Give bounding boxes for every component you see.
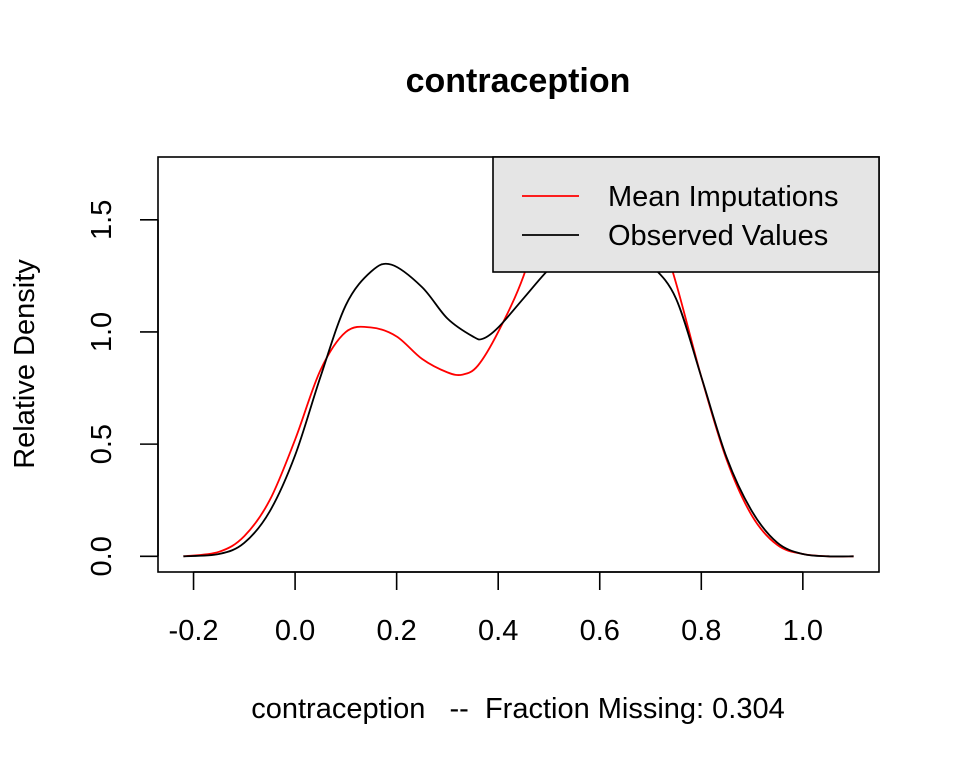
- y-tick-label: 0.5: [86, 424, 118, 464]
- x-tick-label: 0.0: [275, 615, 315, 647]
- y-axis-label: Relative Density: [9, 259, 41, 469]
- x-tick-label: 0.2: [376, 615, 416, 647]
- y-tick-label: 1.0: [86, 312, 118, 352]
- legend-label: Observed Values: [608, 220, 828, 252]
- y-tick-label: 0.0: [86, 536, 118, 576]
- x-tick-label: -0.2: [169, 615, 219, 647]
- series-layer: [183, 157, 854, 558]
- x-axis: -0.2 0.0 0.2 0.4 0.6 0.8 1.0: [169, 571, 823, 647]
- legend: Mean Imputations Observed Values: [492, 156, 880, 273]
- x-tick-label: 1.0: [783, 615, 823, 647]
- y-axis: 0.0 0.5 1.0 1.5: [86, 200, 159, 576]
- y-tick-label: 1.5: [86, 200, 118, 240]
- series-line-observed-values: [183, 236, 854, 558]
- x-tick-label: 0.4: [478, 615, 518, 647]
- x-tick-label: 0.8: [681, 615, 721, 647]
- x-tick-label: 0.6: [580, 615, 620, 647]
- legend-box: [492, 156, 880, 273]
- legend-label: Mean Imputations: [608, 181, 839, 213]
- series-line-mean-imputations: [183, 157, 854, 558]
- x-axis-label: contraception -- Fraction Missing: 0.304: [251, 693, 785, 725]
- chart-title: contraception: [406, 62, 631, 100]
